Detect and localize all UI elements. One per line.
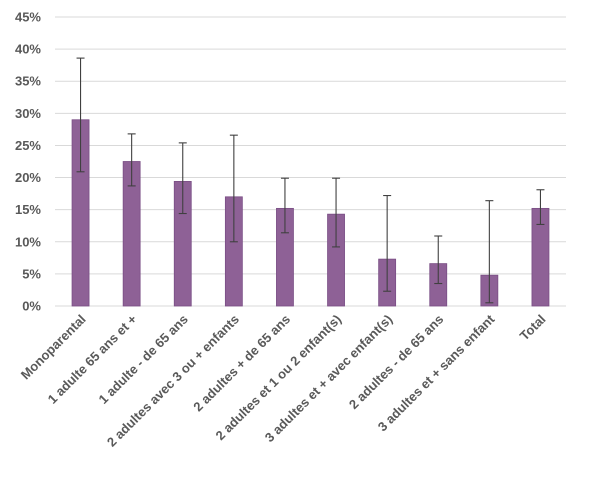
- y-tick-label: 30%: [15, 106, 41, 121]
- y-tick-label: 0%: [22, 299, 41, 314]
- y-tick-label: 45%: [15, 10, 41, 25]
- y-tick-label: 40%: [15, 42, 41, 57]
- error-bar: [127, 133, 136, 187]
- y-tick-label: 15%: [15, 202, 41, 217]
- y-axis-tick-labels: 0% 5% 10% 15% 20% 25% 30% 35% 40% 45%: [15, 10, 41, 314]
- y-tick-label: 25%: [15, 138, 41, 153]
- bars: [71, 119, 550, 307]
- error-bar: [383, 194, 392, 292]
- error-bar: [280, 177, 289, 234]
- error-bar: [178, 142, 187, 215]
- category-label: Total: [517, 312, 549, 344]
- category-label: 1 adulte - de 65 ans: [95, 312, 190, 407]
- category-label: 2 adultes - de 65 ans: [346, 312, 447, 413]
- y-tick-label: 10%: [15, 234, 41, 249]
- error-bars: [76, 57, 545, 304]
- y-tick-label: 35%: [15, 74, 41, 89]
- error-bar: [485, 200, 494, 304]
- error-bar: [76, 57, 85, 173]
- error-bar: [332, 177, 341, 248]
- error-bar: [229, 134, 238, 243]
- y-tick-label: 20%: [15, 170, 41, 185]
- category-label: 1 adulte 65 ans et +: [45, 311, 140, 406]
- category-label: 2 adultes + de 65 ans: [190, 312, 293, 415]
- error-bar: [536, 189, 545, 225]
- error-bar: [434, 235, 443, 285]
- y-tick-label: 5%: [22, 266, 41, 281]
